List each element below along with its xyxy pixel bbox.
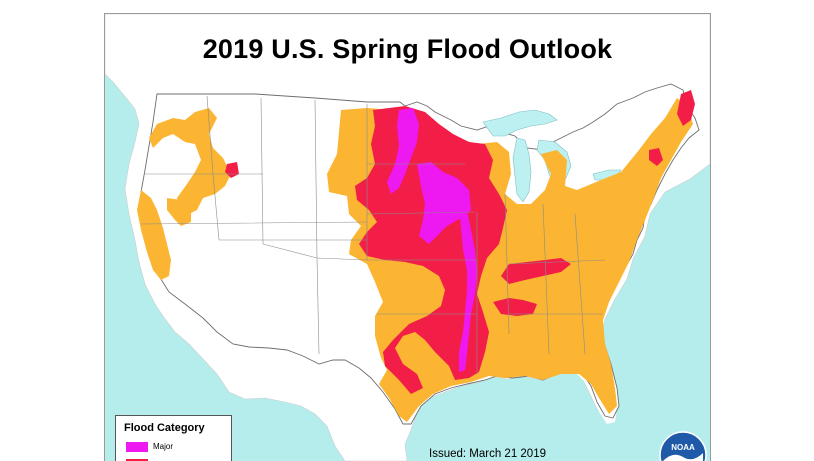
moderate-flood-maine bbox=[677, 90, 695, 126]
us-flood-map bbox=[105, 14, 710, 461]
major-flood-mississippi bbox=[459, 204, 477, 372]
minor-flood-west-coast bbox=[137, 190, 171, 280]
moderate-flood-ny bbox=[649, 148, 663, 166]
gulf-of-california bbox=[195, 354, 255, 461]
major-flood-red-river bbox=[387, 108, 419, 194]
flood-outlook-map-frame: 2019 U.S. Spring Flood Outlook Flood Cat… bbox=[104, 13, 711, 461]
minor-flood-west-ne bbox=[149, 108, 231, 214]
noaa-logo-text: NOAA bbox=[671, 443, 695, 452]
moderate-flood-ohio bbox=[501, 258, 571, 284]
map-title: 2019 U.S. Spring Flood Outlook bbox=[202, 34, 613, 64]
lake-superior bbox=[482, 109, 558, 137]
legend-label-major: Major bbox=[153, 442, 174, 452]
state-borders bbox=[140, 95, 606, 374]
legend-title: Flood Category bbox=[124, 422, 205, 434]
major-flood-missouri bbox=[417, 162, 471, 244]
minor-flood-colorado bbox=[167, 198, 191, 226]
legend-item-major: Major bbox=[126, 442, 173, 454]
lake-michigan bbox=[512, 137, 532, 203]
flood-category-legend: Flood Category Major bbox=[115, 415, 232, 461]
legend-swatch-major bbox=[126, 442, 148, 452]
noaa-logo: NOAA bbox=[659, 431, 707, 461]
issued-date: Issued: March 21 2019 bbox=[429, 448, 546, 460]
major-flood-areas bbox=[387, 108, 477, 372]
moderate-flood-tennessee bbox=[493, 298, 537, 316]
